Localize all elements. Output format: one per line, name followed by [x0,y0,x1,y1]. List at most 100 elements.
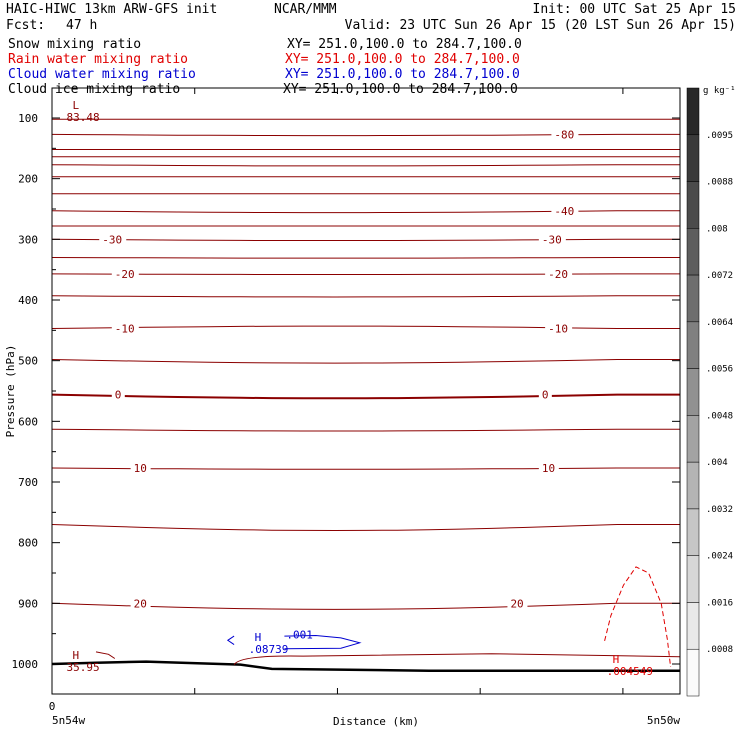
field-name-cloud-water: Cloud water mixing ratio [8,67,196,82]
colorbar-tick-label: .008 [706,224,728,234]
y-tick-label: 800 [18,537,38,550]
temperature-contours [51,118,680,610]
temperature-contour-line [51,359,680,364]
y-tick-label: 400 [18,294,38,307]
colorbar-segment [686,321,700,369]
extremum-value: 83.48 [67,111,100,124]
special-contours: .001 [51,566,681,672]
colorbar-segment [686,508,700,556]
temperature-contour-line [51,257,680,259]
temperature-contour-label: -40 [554,205,574,218]
fcst-label: Fcst: [6,18,45,33]
contour-label-bg [130,461,151,475]
temperature-contour-label: -10 [115,323,135,336]
field-name-snow: Snow mixing ratio [8,37,141,52]
temperature-contour-line [51,325,680,329]
temperature-contour-line [51,524,680,532]
model-title: HAIC-HIWC 13km ARW-GFS init [6,2,217,17]
temperature-contour-label: 0 [542,389,549,402]
colorbar-tick-label: .0064 [706,318,733,328]
field-name-cloud-ice: Cloud ice mixing ratio [8,82,180,97]
extremum-symbol: H [255,631,262,644]
colorbar-segment [686,274,700,323]
extremum-symbol: L [73,99,80,112]
temperature-contour-label: 10 [542,462,555,475]
colorbar-segment [686,648,700,697]
colorbar-tick-label: .0056 [706,365,733,375]
terrain-surface-line [51,660,680,672]
colorbar-segment [686,87,700,136]
header: HAIC-HIWC 13km ARW-GFS init NCAR/MMM Ini… [6,2,736,97]
contour-label-bg [538,461,559,475]
contour-label-bg [111,387,125,401]
cloud-water-contour-label: .001 [286,629,313,642]
temperature-contour-line [51,428,680,432]
contour-label-bg [111,321,139,335]
colorbar-segment [686,181,700,229]
temperature-contour-label: 20 [134,597,147,610]
temperature-contour-line [51,133,680,137]
fcst-value: 47 h [66,18,97,33]
colorbar-segment [686,602,700,650]
colorbar-tick-label: .0016 [706,598,733,608]
colorbar-tick-label: .0008 [706,645,733,655]
y-tick-label: 700 [18,476,38,489]
colorbar: g kg⁻¹ .0095 .0088 .008 .0072 .0064 .0056 .0048… [686,86,736,697]
colorbar-segment [686,555,700,603]
colorbar-segment [686,461,700,510]
colorbar-segment [686,368,700,416]
contour-label-bg [538,387,552,401]
cross-section-end-label: 5n50w [647,714,680,727]
y-tick-label: 1000 [12,658,39,671]
contour-label-bg [551,127,579,141]
y-tick-label: 500 [18,355,38,368]
cross-section-start-label: 5n54w [52,714,85,727]
colorbar-tick-label: .0032 [706,505,733,515]
y-tick-label: 100 [18,112,38,125]
temperature-contour-line [51,393,680,400]
temperature-contour-line [51,164,680,167]
contour-label-bg [545,266,573,280]
colorbar-tick-label: .0095 [706,131,733,141]
colorbar-tick-label: .0048 [706,411,733,421]
colorbar-unit: g kg⁻¹ [703,86,736,96]
init-time: Init: 00 UTC Sat 25 Apr 15 [533,2,737,17]
temperature-contour-line [51,273,680,275]
field-name-rain: Rain water mixing ratio [8,52,188,67]
contour-label-bg [551,203,579,217]
field-xy-cloud-water: XY= 251.0,100.0 to 284.7,100.0 [285,67,520,82]
y-axis-label: Pressure (hPa) [4,345,17,438]
temperature-contour-label: -20 [115,268,135,281]
colorbar-segment [686,415,700,463]
temperature-contour-label: -20 [548,268,568,281]
temperature-contour-label: 0 [115,389,122,402]
contour-label-bg [545,321,573,335]
temperature-contour-line [51,210,680,214]
valid-time: Valid: 23 UTC Sun 26 Apr 15 (20 LST Sun … [345,18,736,33]
colorbar-segment [686,228,700,276]
colorbar-segment [686,134,700,182]
contour-label-bg [111,266,139,280]
temperature-contour-line [51,602,680,610]
temperature-contour-high [95,651,681,665]
y-tick-label: 300 [18,233,38,246]
temperature-contour-line [51,295,680,298]
temperature-contour-label: -80 [554,128,574,141]
contour-label-bg [130,596,151,610]
colorbar-tick-label: .0088 [706,178,733,188]
x-tick-zero: 0 [49,700,56,713]
contour-label-bg [507,596,528,610]
x-axis-label: Distance (km) [333,715,419,728]
field-xy-snow: XY= 251.0,100.0 to 284.7,100.0 [287,37,522,52]
temperature-contour-label: 10 [134,462,147,475]
contour-label-bg [99,232,127,246]
field-xy-cloud-ice: XY= 251.0,100.0 to 284.7,100.0 [283,82,518,97]
org-label: NCAR/MMM [274,2,337,17]
colorbar-tick-label: .0072 [706,271,733,281]
y-tick-label: 200 [18,173,38,186]
field-xy-rain: XY= 251.0,100.0 to 284.7,100.0 [285,52,520,67]
y-tick-label: 900 [18,597,38,610]
